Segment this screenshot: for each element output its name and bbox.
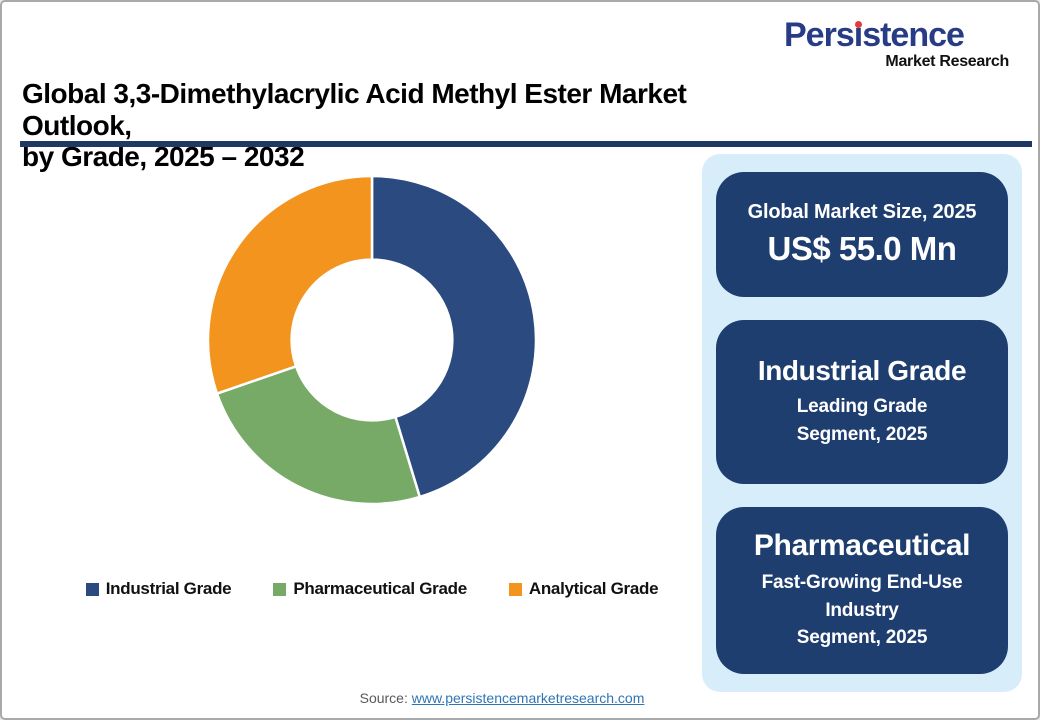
leading-segment-card-line1: Leading Grade [796, 396, 928, 418]
legend-label-analytical-grade: Analytical Grade [528, 579, 659, 598]
donut-chart [206, 174, 538, 506]
highlights-panel: Global Market Size, 2025 US$ 55.0 Mn Ind… [702, 154, 1022, 692]
fast-growing-card-line1: Fast-Growing End-Use [761, 572, 963, 594]
donut-slice-analytical-grade [206, 174, 374, 395]
market-size-card-value: US$ 55.0 Mn [767, 230, 957, 267]
leading-segment-card: Industrial Grade Leading Grade Segment, … [716, 320, 1008, 484]
page-title: Global 3,3-Dimethylacrylic Acid Methyl E… [22, 78, 782, 173]
source-label: Source: [359, 690, 408, 706]
legend-label-industrial-grade: Industrial Grade [105, 579, 232, 598]
brand-name-pre: Pers [784, 16, 855, 54]
legend-swatch-analytical-grade [508, 582, 522, 596]
legend-item-analytical-grade: Analytical Grade [508, 579, 659, 599]
fast-growing-card-line3: Segment, 2025 [796, 627, 928, 649]
fast-growing-card-title: Pharmaceutical [753, 529, 971, 563]
legend-swatch-pharmaceutical-grade [273, 582, 287, 596]
brand-name-i: ı [853, 16, 864, 54]
brand-tagline: Market Research [885, 53, 1009, 70]
brand-name: Persı stence [784, 18, 1009, 52]
legend-item-industrial-grade: Industrial Grade [85, 579, 232, 599]
market-size-card-title: Global Market Size, 2025 [747, 201, 977, 223]
donut-slice-pharmaceutical-grade [215, 365, 421, 506]
fast-growing-card-line2: Industry [825, 599, 899, 621]
page-title-line1: Global 3,3-Dimethylacrylic Acid Methyl E… [22, 78, 687, 141]
brand-logo: Persı stence Market Research [784, 18, 1009, 70]
source-line: Source: www.persistencemarketresearch.co… [2, 690, 1002, 706]
logo-i-dot-icon [854, 21, 862, 28]
brand-name-post: stence [862, 16, 965, 54]
title-underline [20, 141, 1032, 147]
legend-label-pharmaceutical-grade: Pharmaceutical Grade [293, 579, 467, 598]
leading-segment-card-line2: Segment, 2025 [796, 424, 928, 445]
legend-item-pharmaceutical-grade: Pharmaceutical Grade [273, 579, 467, 599]
chart-legend: Industrial Grade Pharmaceutical Grade An… [22, 579, 722, 599]
donut-slice-industrial-grade [370, 174, 538, 499]
leading-segment-card-title: Industrial Grade [757, 355, 967, 387]
market-size-card: Global Market Size, 2025 US$ 55.0 Mn [716, 172, 1008, 297]
source-link[interactable]: www.persistencemarketresearch.com [411, 690, 645, 706]
fast-growing-segment-card: Pharmaceutical Fast-Growing End-Use Indu… [716, 507, 1008, 674]
legend-swatch-industrial-grade [85, 582, 99, 596]
